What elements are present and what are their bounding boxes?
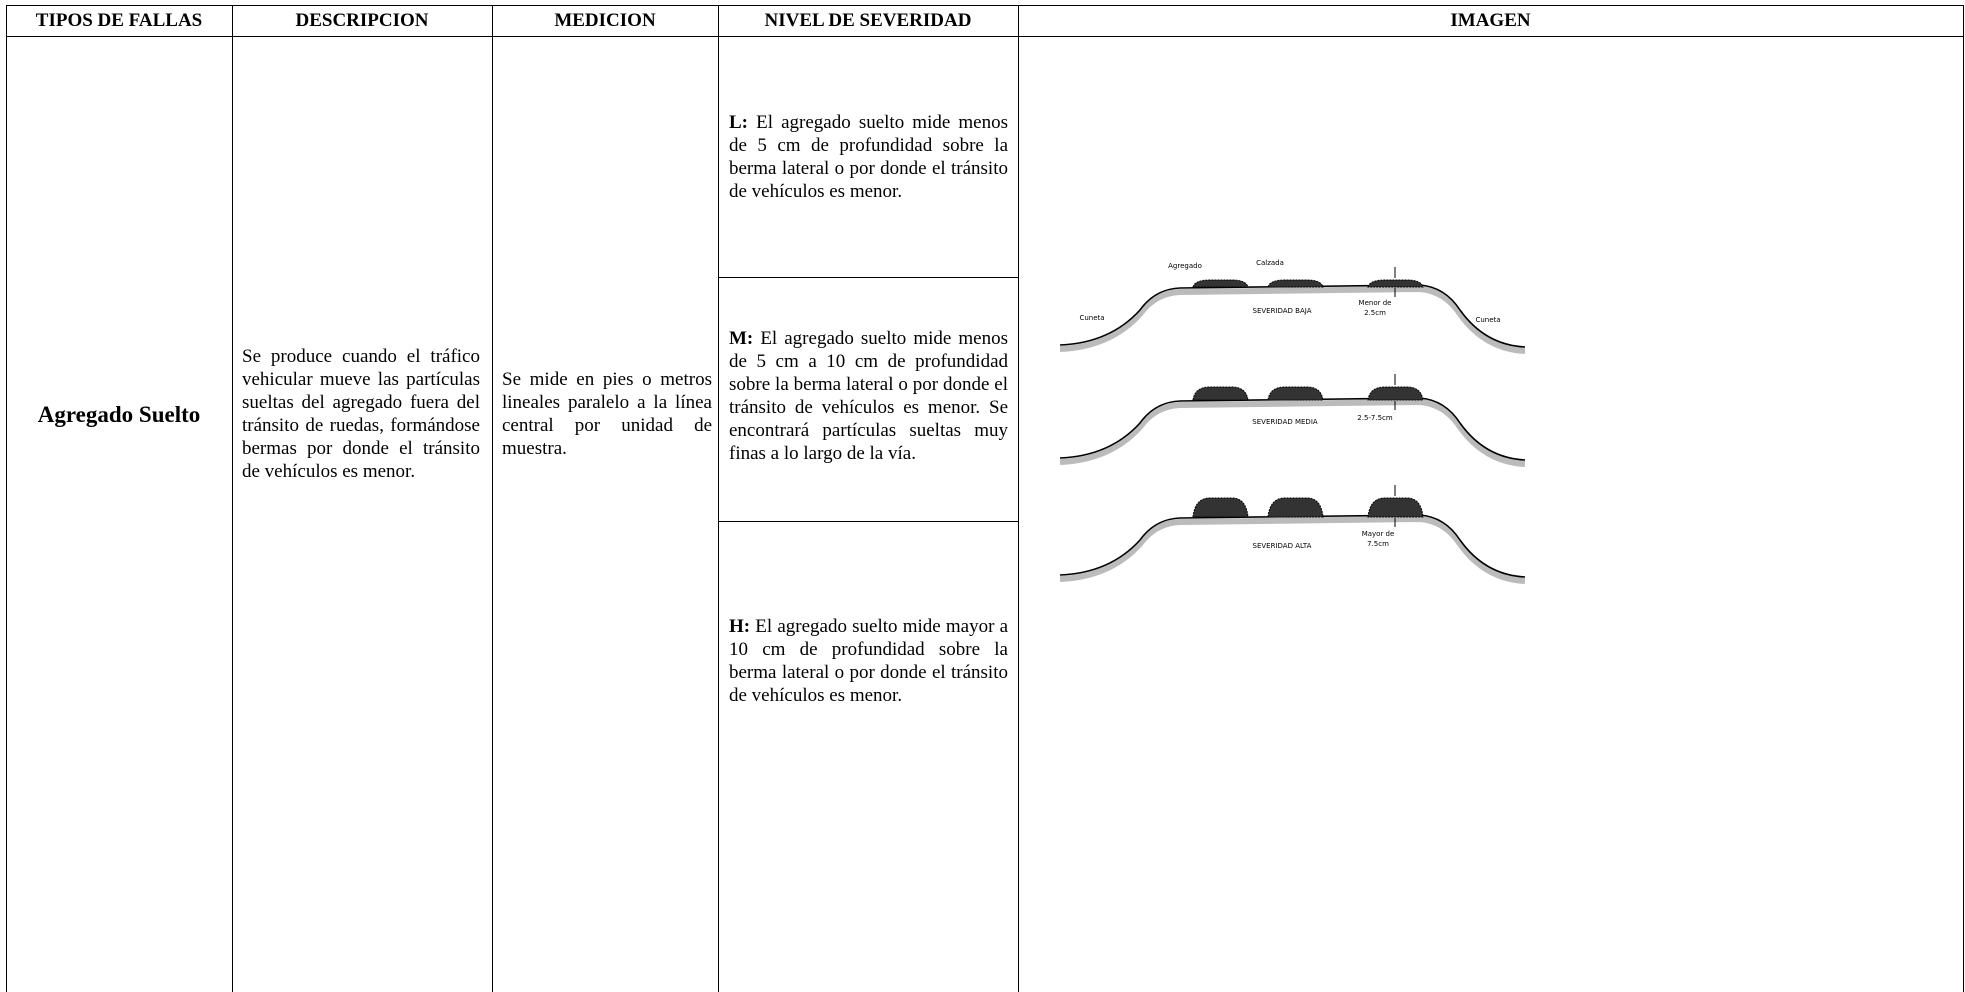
header-cell: TIPOS DE FALLAS [35,9,203,31]
diagram-label: Agregado [1168,262,1202,270]
diagram-label: 2.5-7.5cm [1357,414,1393,422]
aggregate-pile [1192,386,1249,401]
road-profile [1060,284,1526,348]
severity-text: H: El agregado suelto mide mayor a 10 cm… [729,615,1008,707]
type-cell: Agregado Suelto [37,401,201,427]
diagram-label: SEVERIDAD MEDIA [1252,418,1318,426]
border [718,521,1018,522]
border [718,5,719,992]
aggregate-pile [1267,279,1324,288]
diagram-label: Cuneta [1475,316,1500,324]
border [718,277,1018,278]
severity-cell: M: El agregado suelto mide menos de 5 cm… [718,278,1018,514]
border [6,5,7,992]
aggregate-pile [1267,386,1324,401]
severity-level: M: [729,328,754,349]
border [232,5,233,992]
severity-cell: H: El agregado suelto mide mayor a 10 cm… [718,522,1018,800]
severity-diagram: Agregado Calzada Cuneta Cuneta SEVERIDAD BAJ… [1060,259,1526,584]
severity-description: El agregado suelto mide menos de 5 cm de… [729,112,1009,202]
header-cell: DESCRIPCION [295,9,429,31]
severity-text: M: El agregado suelto mide menos de 5 cm… [729,327,1008,465]
road-profile [1060,514,1526,578]
aggregate-pile [1367,279,1424,288]
road-base [1060,515,1526,584]
aggregate-pile [1192,497,1249,518]
severity-level: L: [729,112,748,133]
border [1963,5,1964,992]
road-profile [1060,397,1526,461]
border [492,5,493,992]
diagram-label: Mayor de [1362,530,1395,538]
severity-level: H: [729,616,751,637]
header-cell: NIVEL DE SEVERIDAD [764,9,972,31]
border [6,36,1964,37]
header-cell: IMAGEN [1450,9,1531,31]
aggregate-pile [1367,497,1424,518]
severity-description: El agregado suelto mide mayor a 10 cm de… [729,616,1008,706]
road-base [1060,398,1526,467]
severity-description: El agregado suelto mide menos de 5 cm a … [729,328,1008,464]
severity-cell: L: El agregado suelto mide menos de 5 cm… [718,37,1018,277]
diagram-label: Menor de [1359,299,1392,307]
diagram-label: SEVERIDAD ALTA [1253,542,1312,550]
diagram-label: 2.5cm [1364,309,1386,317]
road-base [1060,285,1526,354]
severity-text: L: El agregado suelto mide menos de 5 cm… [729,111,1008,203]
measurement-cell: Se mide en pies o metros lineales parale… [492,37,718,791]
header-cell: MEDICION [554,9,656,31]
diagram-label: 7.5cm [1367,540,1389,548]
measurement: Se mide en pies o metros lineales parale… [502,369,712,459]
border [1018,5,1019,992]
aggregate-pile [1267,497,1324,518]
aggregate-pile [1367,386,1424,401]
diagram-label: Calzada [1256,259,1284,267]
aggregate-pile [1192,279,1249,288]
diagram-label: SEVERIDAD BAJA [1253,307,1312,315]
description: Se produce cuando el tráfico vehicular m… [242,346,480,482]
diagram-label: Cuneta [1079,314,1104,322]
description-cell: Se produce cuando el tráfico vehicular m… [232,37,492,791]
border [6,5,1964,6]
